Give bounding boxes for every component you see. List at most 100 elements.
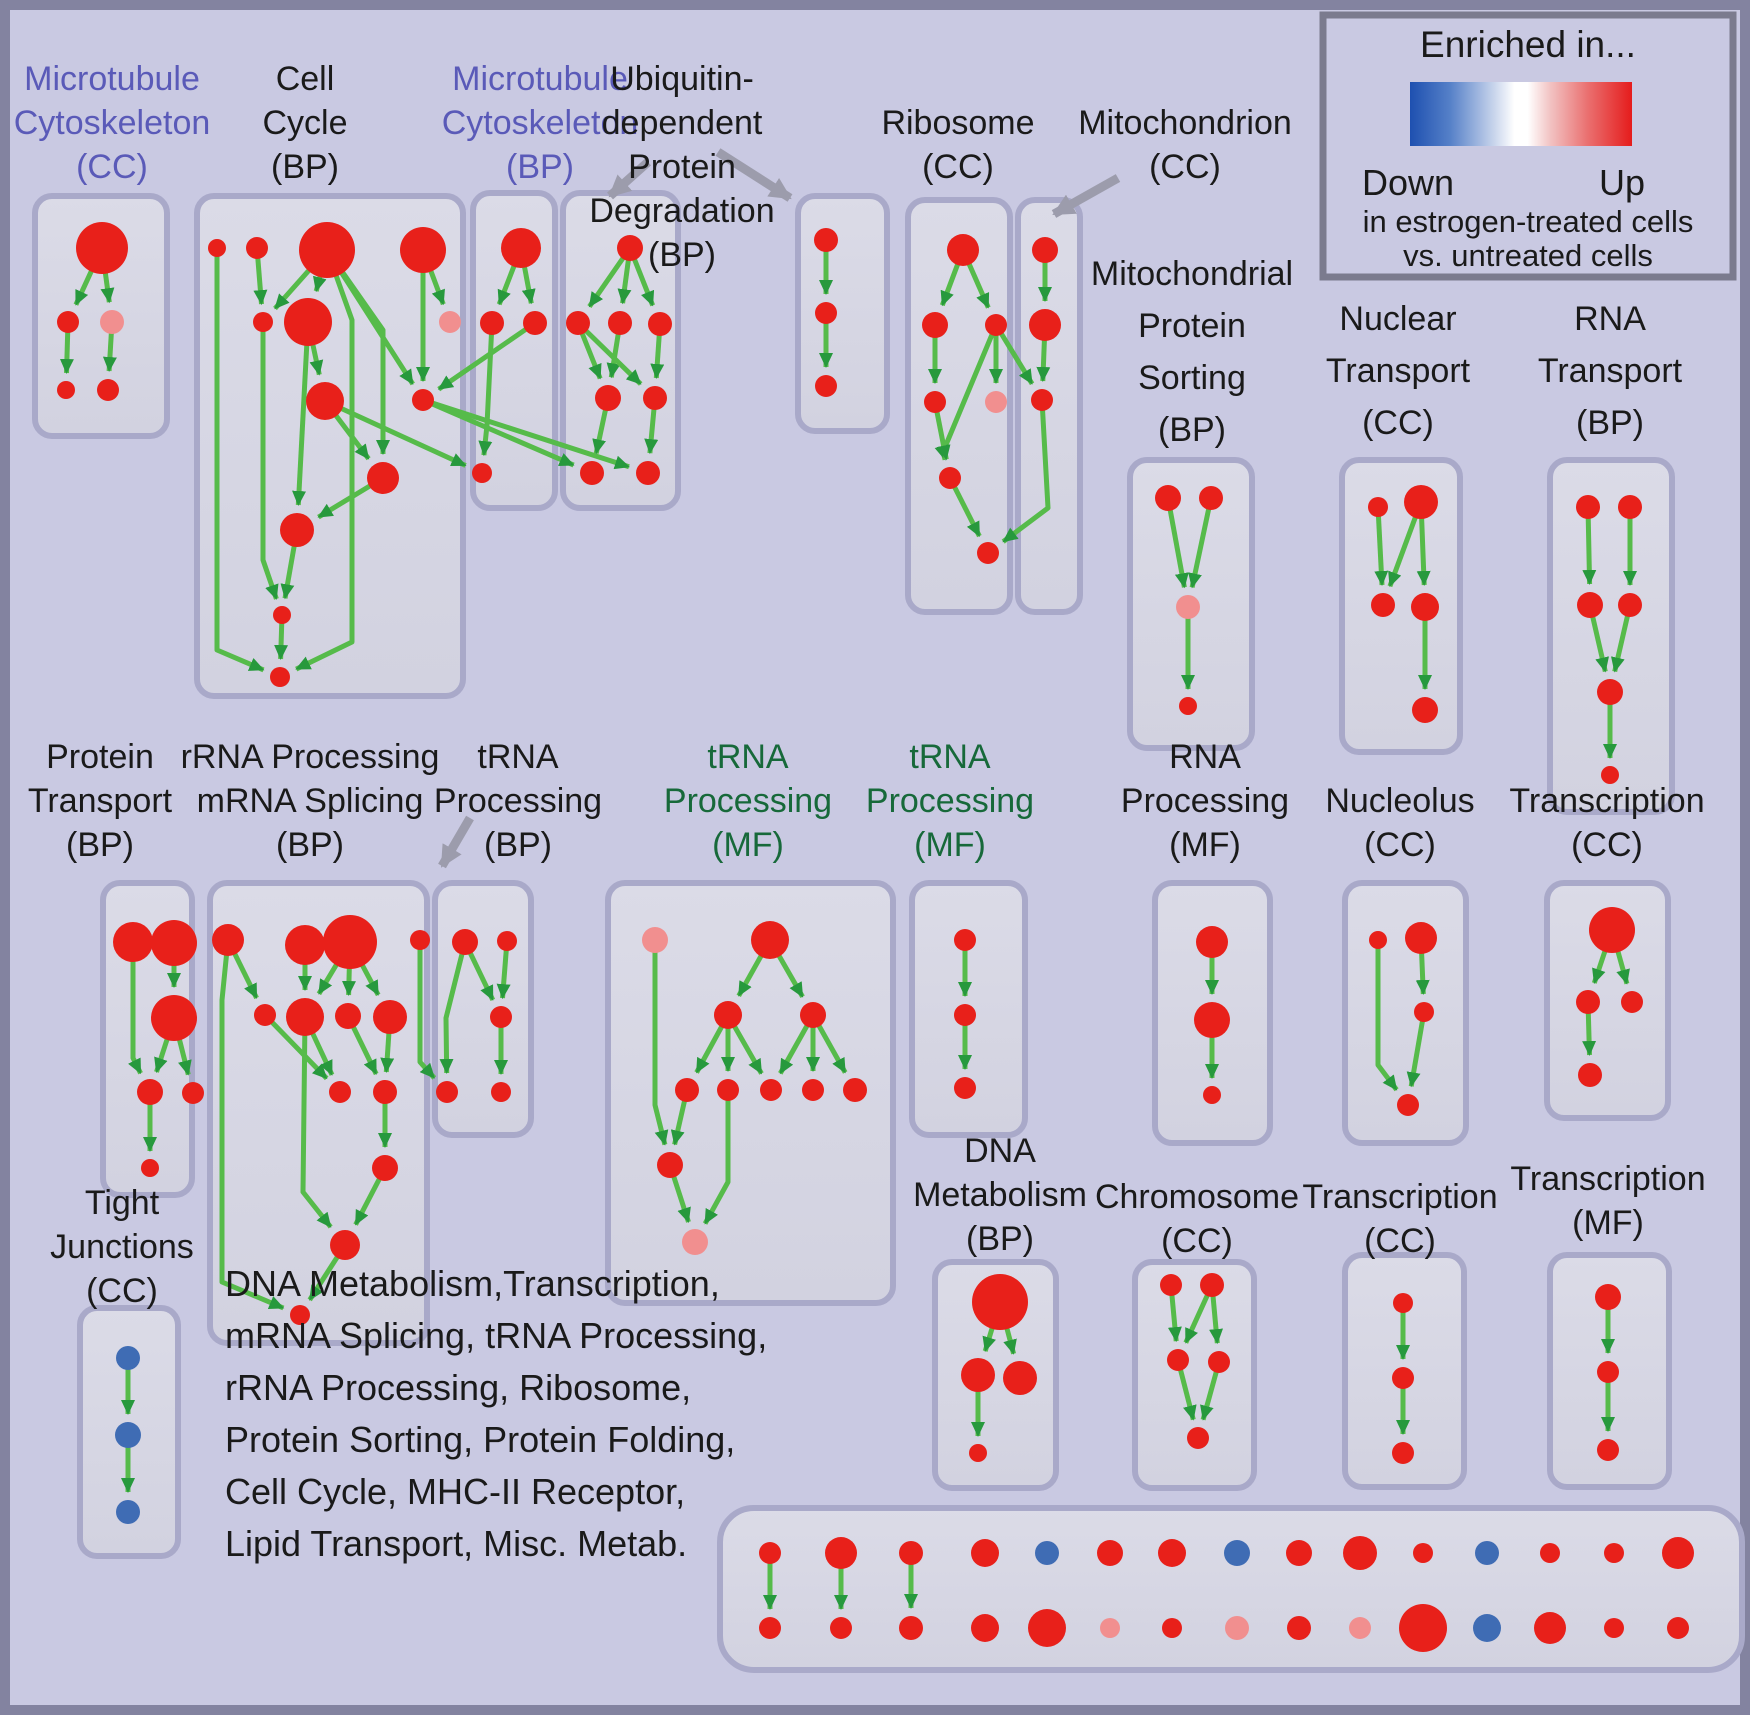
label-line: (MF) [914, 826, 986, 864]
category-label-chromosome: Chromosome (CC) [1095, 1178, 1299, 1260]
go-term-node-st10-red [1343, 1536, 1377, 1570]
label-line: (CC) [1161, 1222, 1233, 1260]
relation-edge-t0-t3 [439, 941, 468, 1074]
legend-box [1319, 11, 1737, 281]
go-term-node-c3-red [400, 227, 446, 273]
ubiquitin-pointer-right-arrow [715, 148, 793, 202]
label-line: (BP) [1576, 404, 1644, 442]
go-term-node-p3-red [137, 1079, 163, 1105]
category-label-rrna-processing: rRNA Processing mRNA Splicing (BP) [181, 738, 440, 864]
label-line: (CC) [1364, 826, 1436, 864]
nuclear-transport-cc-box [1339, 457, 1463, 755]
microtubule-cc-box [32, 193, 170, 439]
labels-layer: Microtubule Cytoskeleton (CC) Cell Cycle (BP)… [14, 60, 1706, 1564]
go-term-node-t1-red [497, 931, 517, 951]
label-line: (MF) [1572, 1204, 1644, 1242]
go-term-node-w1-red [954, 929, 976, 951]
go-term-node-n0-red [1368, 497, 1388, 517]
relation-edge-qp-q8 [652, 940, 669, 1146]
go-term-node-st2-red [825, 1537, 857, 1569]
label-line: Cytoskeleton [442, 104, 639, 142]
label-line: Sorting [1138, 359, 1246, 397]
category-label-protein: Protein Transport (BP) [28, 738, 173, 864]
go-term-node-z1-red [1576, 990, 1600, 1014]
go-term-node-e5-red [1601, 766, 1619, 784]
label-line: tRNA [707, 738, 789, 776]
go-term-node-A-red [212, 924, 244, 956]
misc-terms-line: Cell Cycle, MHC-II Receptor, [225, 1471, 685, 1512]
go-term-node-f1-red [1595, 1284, 1621, 1310]
go-term-node-a1-red [76, 222, 128, 274]
label-line: Tight [85, 1184, 160, 1222]
go-term-node-s0-red [1155, 485, 1181, 511]
category-label-transcription: Transcription (CC) [1302, 1178, 1497, 1260]
misc-terms-line: DNA Metabolism,Transcription, [225, 1263, 720, 1304]
label-line: Chromosome [1095, 1178, 1299, 1216]
category-label-transcription: Transcription (MF) [1510, 1160, 1705, 1242]
relation-edge-c5-c10 [292, 321, 311, 506]
go-term-node-st9-red [1286, 1540, 1312, 1566]
go-term-node-b2-red [480, 311, 504, 335]
go-term-node-st5-blue [1035, 1541, 1059, 1565]
label-line: Cytoskeleton [14, 104, 211, 142]
go-term-node-t3-red [436, 1081, 458, 1103]
go-term-node-D-red [410, 930, 430, 950]
go-term-node-sb2-red [830, 1617, 852, 1639]
go-term-node-u4-red [595, 385, 621, 411]
go-term-node-q6-red [802, 1079, 824, 1101]
go-term-node-st1-red [759, 1542, 781, 1564]
go-term-node-h3-red [1208, 1351, 1230, 1373]
go-term-node-n2-red [1371, 593, 1395, 617]
label-line: Processing [434, 782, 602, 820]
go-term-node-d3-red [969, 1444, 987, 1462]
go-term-node-x1-red [1196, 926, 1228, 958]
go-term-node-p4-red [182, 1082, 204, 1104]
label-line: Transcription [1509, 782, 1704, 820]
label-line: (BP) [276, 826, 344, 864]
label-line: (BP) [966, 1220, 1034, 1258]
label-line: Transport [1326, 352, 1471, 390]
category-label-trna: tRNA Processing (MF) [866, 738, 1034, 864]
label-line: Transcription [1510, 1160, 1705, 1198]
relation-edge-s1-s2 [1188, 497, 1214, 589]
label-line: (CC) [86, 1272, 158, 1310]
go-term-node-f3-red [1597, 1439, 1619, 1461]
label-line: (CC) [76, 148, 148, 186]
go-term-node-st7-red [1158, 1539, 1186, 1567]
transcription-cc-2-box [1544, 880, 1671, 1121]
relation-edge-s0-s2 [1165, 497, 1189, 589]
go-term-node-c0-red [208, 239, 226, 257]
go-term-node-M-red [290, 1305, 310, 1325]
category-label-rna: RNA Transport (BP) [1538, 300, 1683, 442]
go-term-node-sb5-red [1028, 1609, 1066, 1647]
go-term-node-y2-red [1405, 922, 1437, 954]
relation-edge-u1-u5 [576, 321, 643, 386]
category-label-nuclear: Nuclear Transport (CC) [1326, 300, 1471, 442]
category-label-tight: Tight Junctions (CC) [50, 1184, 194, 1310]
go-term-node-sb3-red [899, 1616, 923, 1640]
category-label-transcription: Transcription (CC) [1509, 782, 1704, 864]
go-term-node-p1-red [151, 920, 197, 966]
misc-terms-line: Lipid Transport, Misc. Metab. [225, 1523, 687, 1564]
mitochondrion-pointer-arrow [1051, 174, 1121, 218]
go-term-node-st11-red [1413, 1543, 1433, 1563]
relation-edge-c7-u6 [422, 397, 575, 468]
go-term-node-v3-red [815, 375, 837, 397]
label-line: Metabolism [913, 1176, 1087, 1214]
go-term-node-f2-red [1597, 1361, 1619, 1383]
category-label-mitochondrion: Mitochondrion (CC) [1078, 104, 1292, 186]
relation-edge-D-t3 [417, 940, 437, 1080]
label-line: (BP) [648, 236, 716, 274]
go-term-node-q4-red [717, 1079, 739, 1101]
go-term-node-h2-red [1167, 1349, 1189, 1371]
go-term-node-u3-red [648, 312, 672, 336]
label-line: Microtubule [452, 60, 628, 98]
go-term-node-st12-blue [1475, 1541, 1499, 1565]
legend-caption-line2: vs. untreated cells [1403, 238, 1653, 273]
go-term-node-sb13-red [1534, 1612, 1566, 1644]
label-line: (CC) [1362, 404, 1434, 442]
label-line: Nucleolus [1325, 782, 1474, 820]
go-term-node-t2-red [490, 1006, 512, 1028]
